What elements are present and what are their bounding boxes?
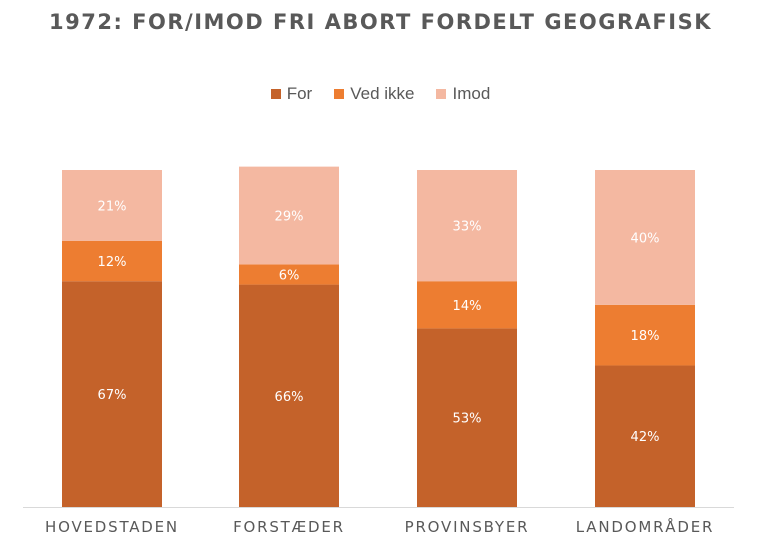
data-label-for-provinsbyer: 53% — [453, 412, 482, 427]
data-label-for-hovedstaden: 67% — [98, 388, 127, 403]
legend-label-ved-ikke: Ved ikke — [350, 84, 415, 103]
bar-segment-ved-ikke-hovedstaden — [62, 240, 162, 282]
legend-label-imod: Imod — [452, 84, 491, 103]
x-tick-label-provinsbyer: PROVINSBYER — [405, 518, 530, 536]
data-label-for-landomr-der: 42% — [631, 430, 660, 445]
bar-segment-ved-ikke-landomr-der — [595, 304, 695, 366]
bar-segment-for-provinsbyer — [417, 328, 517, 507]
bar-segment-imod-hovedstaden — [62, 170, 162, 241]
data-label-ved-ikke-hovedstaden: 12% — [98, 255, 127, 270]
legend-swatch-imod — [436, 89, 447, 99]
chart-title: 1972: FOR/IMOD FRI ABORT FORDELT GEOGRAF… — [49, 10, 712, 34]
x-tick-label-hovedstaden: HOVEDSTADEN — [45, 518, 179, 536]
data-label-imod-hovedstaden: 21% — [98, 199, 127, 214]
legend-item-ved-ikke: Ved ikke — [334, 84, 414, 104]
bar-segment-ved-ikke-provinsbyer — [417, 281, 517, 329]
x-tick-label-landomr-der: LANDOMRÅDER — [576, 517, 714, 536]
bar-segment-imod-provinsbyer — [417, 170, 517, 282]
bar-segment-for-landomr-der — [595, 365, 695, 507]
legend: For Ved ikke Imod — [0, 84, 761, 104]
data-label-for-forst-der: 66% — [275, 390, 304, 405]
legend-label-for: For — [286, 84, 313, 103]
data-label-ved-ikke-provinsbyer: 14% — [453, 299, 482, 314]
legend-item-for: For — [270, 84, 313, 104]
data-label-imod-provinsbyer: 33% — [453, 220, 482, 235]
bar-segment-for-forst-der — [239, 284, 339, 507]
bar-segment-for-hovedstaden — [62, 281, 162, 507]
data-label-imod-landomr-der: 40% — [631, 231, 660, 246]
legend-swatch-ved-ikke — [334, 89, 345, 99]
bar-segment-imod-landomr-der — [595, 170, 695, 305]
bar-segment-imod-forst-der — [239, 166, 339, 265]
x-tick-label-forst-der: FORSTÆDER — [233, 518, 345, 536]
legend-item-imod: Imod — [436, 84, 490, 104]
data-label-ved-ikke-forst-der: 6% — [279, 268, 300, 283]
legend-swatch-for — [270, 89, 281, 99]
data-label-imod-forst-der: 29% — [275, 209, 304, 224]
data-label-ved-ikke-landomr-der: 18% — [631, 329, 660, 344]
bar-segment-ved-ikke-forst-der — [239, 264, 339, 285]
